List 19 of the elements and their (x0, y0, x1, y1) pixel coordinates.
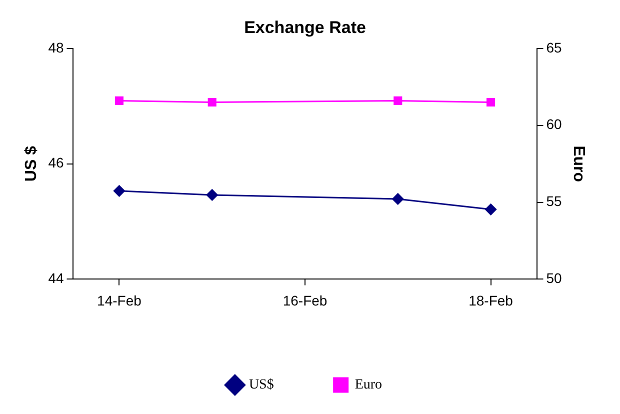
point (392, 193, 404, 205)
y-axis-title: US $ (23, 146, 40, 182)
y2-axis-title: Euro (570, 146, 587, 182)
x-tick-label: 14-Feb (97, 292, 142, 308)
y2-tick-label: 60 (546, 116, 562, 132)
point (206, 189, 218, 201)
chart-title: Exchange Rate (244, 18, 366, 37)
y-tick-label: 46 (48, 154, 64, 171)
y2-tick-label: 50 (546, 270, 562, 286)
legend-label: Euro (354, 378, 382, 393)
y-tick-label: 44 (48, 270, 64, 286)
point (485, 204, 497, 216)
x-tick-label: 16-Feb (282, 292, 328, 308)
y2-tick-label: 55 (546, 193, 562, 210)
y-tick-label: 48 (48, 39, 64, 56)
legend-label: US$ (248, 378, 274, 393)
y2-tick-label: 65 (546, 39, 562, 56)
point (113, 185, 125, 197)
x-tick-label: 18-Feb (468, 292, 514, 308)
